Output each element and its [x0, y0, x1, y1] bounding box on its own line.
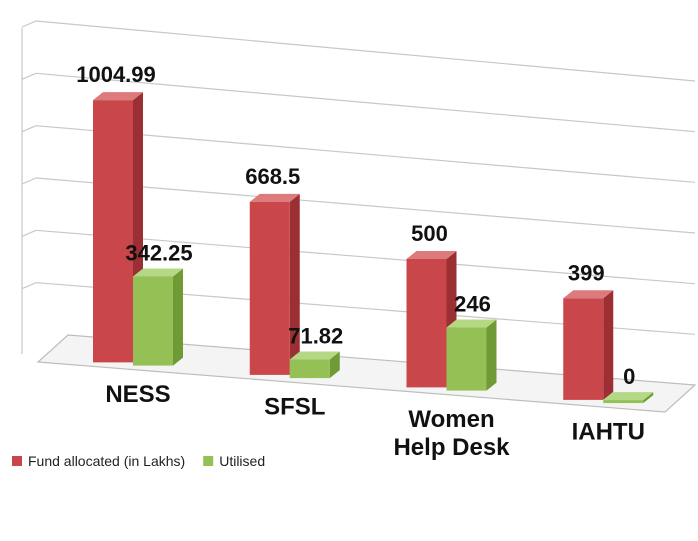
utilised-bar	[133, 276, 173, 366]
category-label: Help Desk	[393, 434, 510, 461]
fund-data-label: 1004.99	[76, 62, 156, 87]
gridline-side	[21, 125, 37, 133]
utilised-bar-top	[133, 268, 183, 277]
chart-floor	[36, 334, 697, 413]
data-labels: 1004.99 342.25 668.5 71.82 500 246 399 0	[76, 62, 635, 389]
utilised-data-label: 342.25	[125, 240, 192, 265]
fund-bar-top	[563, 290, 614, 299]
gridline-side	[21, 282, 37, 290]
legend-swatch	[12, 456, 22, 466]
utilised-data-label: 246	[454, 292, 491, 317]
category-label: Women	[408, 406, 494, 433]
gridline-side	[21, 20, 37, 28]
utilised-bar-top	[603, 392, 654, 401]
legend: Fund allocated (in Lakhs) Utilised	[12, 453, 265, 469]
fund-bar	[563, 298, 604, 400]
utilised-bar-side	[173, 268, 183, 366]
utilised-bar	[446, 327, 487, 391]
fund-bar	[406, 259, 447, 388]
legend-label: Utilised	[219, 453, 265, 469]
fund-bar-top	[406, 251, 457, 260]
bars	[93, 92, 654, 404]
floor-plane	[36, 334, 697, 413]
utilised-bar-top	[289, 351, 340, 360]
utilised-data-label: 0	[623, 364, 635, 389]
fund-bar	[249, 201, 290, 375]
category-label: SFSL	[264, 393, 325, 420]
fund-bar-top	[249, 193, 300, 202]
gridline-side	[21, 229, 37, 237]
utilised-bar-side	[486, 319, 497, 391]
gridline-side	[21, 177, 37, 185]
legend-swatch	[203, 456, 214, 466]
utilised-bar-side	[643, 392, 654, 404]
legend-label: Fund allocated (in Lakhs)	[28, 453, 185, 469]
utilised-bar	[289, 359, 330, 379]
gridline	[35, 20, 696, 82]
utilised-data-label: 71.82	[288, 324, 343, 349]
gridline	[35, 125, 696, 183]
category-label: NESS	[105, 381, 170, 408]
fund-bar-side	[603, 290, 614, 400]
gridline	[35, 72, 696, 133]
fund-data-label: 668.5	[245, 164, 300, 189]
fund-data-label: 500	[411, 221, 448, 246]
utilised-bar-side	[329, 351, 340, 379]
fund-bar-top	[93, 92, 143, 101]
fund-bar	[93, 100, 133, 363]
utilised-bar	[603, 400, 644, 404]
gridline	[35, 177, 696, 234]
category-label: IAHTU	[572, 418, 645, 445]
fund-data-label: 399	[568, 260, 605, 285]
gridline-side	[21, 72, 37, 80]
gridlines	[21, 20, 696, 354]
gridline	[35, 229, 696, 285]
utilised-bar-top	[446, 319, 497, 328]
fund-bar-side	[289, 193, 300, 375]
